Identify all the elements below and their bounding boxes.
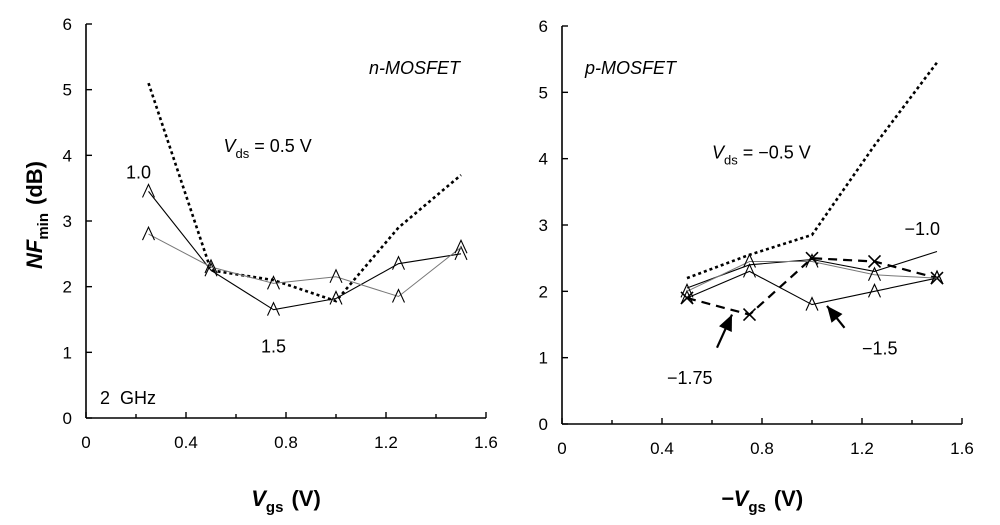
y-tick-label: 5: [63, 81, 72, 100]
x-tick-label: 0: [81, 433, 90, 452]
x-axis-label: Vgs (V): [251, 486, 321, 516]
panel-label: p-MOSFET: [584, 58, 678, 78]
y-tick-label: 2: [539, 282, 548, 301]
value-annotation-v15: −1.5: [862, 338, 898, 358]
panel-label: n-MOSFET: [369, 58, 462, 78]
series-line-1: [686, 61, 939, 280]
frequency-label: 2 GHz: [100, 388, 156, 408]
triangle-marker: [267, 275, 280, 290]
x-tick-label: 0.4: [174, 433, 198, 452]
triangle-marker: [454, 245, 468, 261]
y-tick-label: 4: [63, 146, 72, 165]
chart-panel-2: 0 0.4 0.8 1.2 1.6 0 1 2 3 4 5 6 p-MOSFET Vds = −0.5 V…: [539, 17, 974, 516]
triangle-marker: [868, 283, 881, 298]
triangle-marker: [142, 183, 155, 198]
series-line-2: [148, 191, 462, 311]
triangle-marker: [142, 225, 155, 241]
x-tick-label: 0.8: [750, 439, 774, 458]
x-tick-label: 0: [557, 439, 566, 458]
triangle-marker: [204, 261, 218, 277]
series-line-2: [686, 257, 938, 316]
x-tick-label: 1.6: [950, 439, 974, 458]
triangle-marker: [392, 288, 405, 303]
x-tick-label: 1.2: [374, 433, 398, 452]
triangle-marker: [329, 268, 343, 284]
y-tick-label: 3: [63, 212, 72, 231]
triangle-marker: [930, 269, 944, 285]
y-tick-label: 6: [539, 17, 548, 36]
triangle-marker: [868, 266, 881, 281]
triangle-marker: [267, 301, 280, 316]
value-annotation-v175: −1.75: [667, 368, 713, 388]
y-axis-label: NFmin(dB): [22, 161, 52, 269]
value-annotation-v15: 1.5: [261, 336, 286, 356]
x-tick-label: 1.2: [850, 439, 874, 458]
arrow-head: [827, 305, 843, 323]
x-axis-label: −Vgs (V): [721, 486, 803, 516]
y-tick-label: 4: [539, 150, 548, 169]
triangle-marker: [392, 255, 405, 270]
triangle-marker: [329, 290, 343, 305]
y-tick-label: 6: [63, 15, 72, 34]
vds-annotation: Vds = −0.5 V: [712, 143, 811, 168]
x-tick-label: 0.8: [274, 433, 298, 452]
triangle-marker: [454, 238, 468, 254]
y-tick-label: 3: [539, 216, 548, 235]
triangle-marker: [204, 258, 218, 274]
x-marker: [867, 254, 882, 269]
y-tick-label: 5: [539, 83, 548, 102]
series-line-3: [686, 270, 938, 306]
arrow-head: [719, 314, 732, 333]
y-tick-label: 1: [63, 343, 72, 362]
series-line-4: [686, 250, 938, 289]
value-annotation-v10: 1.0: [126, 162, 151, 182]
series-line-1: [147, 82, 462, 303]
value-annotation-v10: −1.0: [905, 219, 941, 239]
y-tick-label: 1: [539, 349, 548, 368]
chart-panel-1: 0 0.4 0.8 1.2 1.6 0 1 2 3 4 5 6 n-MOSFET 2 GHz Vds = 0…: [22, 15, 498, 516]
triangle-marker: [743, 253, 756, 268]
vds-annotation: Vds = 0.5 V: [224, 136, 312, 161]
x-tick-label: 0.4: [650, 439, 674, 458]
y-tick-label: 0: [539, 415, 548, 434]
y-tick-label: 0: [63, 409, 72, 428]
triangle-marker: [805, 296, 819, 311]
x-tick-label: 1.6: [474, 433, 498, 452]
series-line-3: [148, 233, 462, 298]
x-marker: [742, 307, 757, 322]
triangle-marker: [680, 283, 694, 298]
triangle-marker: [805, 253, 819, 268]
y-tick-label: 2: [63, 278, 72, 297]
series-line-5: [686, 261, 938, 292]
